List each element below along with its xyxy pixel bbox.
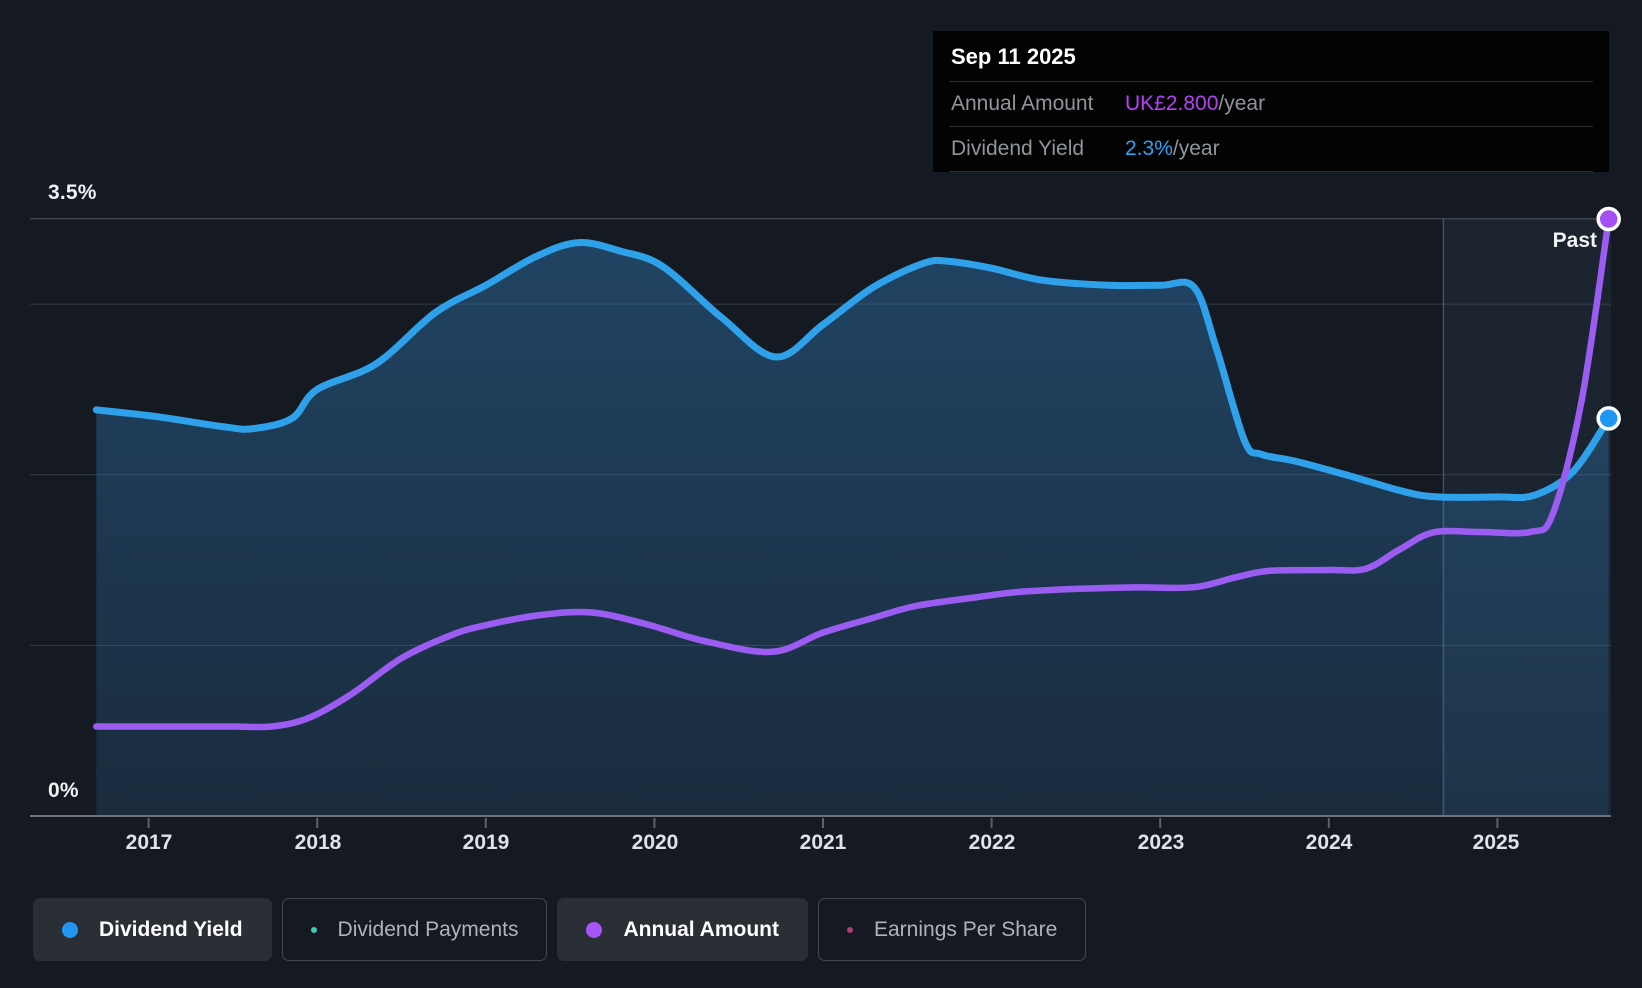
tooltip-row-annual-amount: Annual Amount UK£2.800/year bbox=[949, 81, 1593, 126]
legend-earnings-per-share-button[interactable]: Earnings Per Share bbox=[818, 898, 1087, 961]
x-axis-label-2018: 2018 bbox=[294, 831, 342, 854]
legend-label: Dividend Yield bbox=[99, 917, 243, 941]
tooltip-dividend-yield-value: 2.3% bbox=[1125, 137, 1173, 160]
dividend-yield-line bbox=[92, 239, 1613, 502]
x-axis-label-2017: 2017 bbox=[125, 831, 173, 854]
tooltip-value-suffix: /year bbox=[1172, 137, 1220, 160]
x-axis-label-2019: 2019 bbox=[462, 831, 510, 854]
legend-dividend-payments-button[interactable]: Dividend Payments bbox=[281, 898, 548, 961]
dividend-payments-ring-icon bbox=[310, 926, 317, 933]
legend-dividend-yield-button[interactable]: Dividend Yield bbox=[33, 898, 272, 961]
legend-label: Annual Amount bbox=[623, 917, 779, 941]
tooltip-annual-amount-value: UK£2.800 bbox=[1125, 92, 1219, 115]
chart-tooltip: Sep 11 2025 Annual Amount UK£2.800/year … bbox=[933, 31, 1609, 172]
past-period-label: Past bbox=[1552, 229, 1597, 252]
tooltip-date: Sep 11 2025 bbox=[951, 44, 1076, 69]
x-axis-ticks bbox=[147, 818, 1499, 828]
y-axis-top-label: 3.5% bbox=[48, 181, 97, 204]
earnings-per-share-ring-icon bbox=[847, 926, 853, 933]
tooltip-value-suffix: /year bbox=[1218, 92, 1266, 115]
dividend-yield-area bbox=[96, 242, 1609, 817]
tooltip-row-dividend-yield: Dividend Yield 2.3%/year bbox=[949, 126, 1593, 172]
tooltip-label: Annual Amount bbox=[951, 92, 1094, 115]
x-axis-label-2022: 2022 bbox=[968, 831, 1016, 854]
x-axis-label-2024: 2024 bbox=[1305, 831, 1353, 854]
annual-amount-line bbox=[93, 215, 1612, 731]
legend-label: Dividend Payments bbox=[337, 917, 519, 941]
tooltip-label: Dividend Yield bbox=[951, 137, 1085, 160]
x-axis-label-2021: 2021 bbox=[799, 831, 847, 854]
x-axis-label-2023: 2023 bbox=[1137, 831, 1185, 854]
legend-label: Earnings Per Share bbox=[874, 917, 1058, 941]
x-axis-label-2025: 2025 bbox=[1472, 831, 1520, 854]
annual-amount-endpoint-marker bbox=[1596, 206, 1621, 232]
y-axis-bottom-label: 0% bbox=[48, 779, 79, 802]
chart-legend: Dividend Yield Dividend Payments Annual … bbox=[33, 898, 1087, 961]
annual-amount-dot-icon bbox=[586, 921, 603, 938]
x-axis-label-2020: 2020 bbox=[631, 831, 679, 854]
legend-annual-amount-button[interactable]: Annual Amount bbox=[557, 898, 808, 961]
dividend-yield-dot-icon bbox=[62, 921, 78, 938]
dividend-yield-endpoint-marker bbox=[1596, 406, 1621, 431]
